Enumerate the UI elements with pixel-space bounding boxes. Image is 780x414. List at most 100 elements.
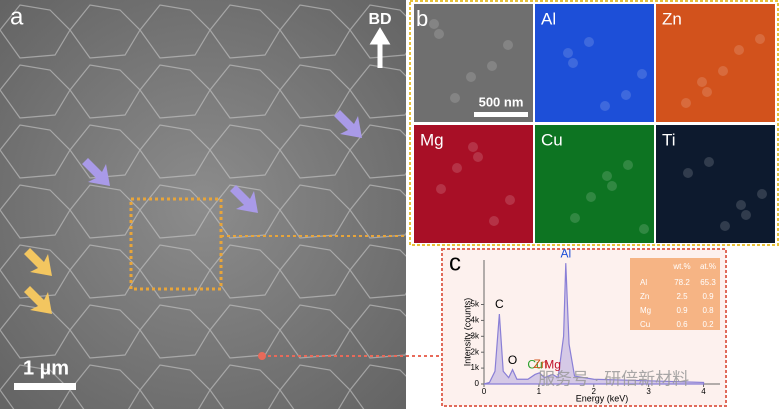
map-spot bbox=[450, 93, 460, 103]
scale-bar-label: 1 µm bbox=[23, 357, 69, 379]
direction-label: BD bbox=[368, 11, 391, 28]
map-spot bbox=[718, 66, 728, 76]
table-header: wt.% bbox=[672, 262, 690, 271]
x-tick-label: 2 bbox=[592, 387, 597, 396]
map-spot bbox=[503, 40, 513, 50]
map-label: Ti bbox=[662, 130, 676, 149]
element-map bbox=[414, 4, 533, 122]
map-spot bbox=[720, 221, 730, 231]
x-tick-label: 4 bbox=[701, 387, 706, 396]
panel-c: c 0 1k 2k 3k 4k 5k 0 1 2 3 4 Energy (keV) Intensity (… bbox=[441, 246, 727, 407]
map-spot bbox=[602, 171, 612, 181]
map-spot bbox=[489, 216, 499, 226]
x-tick-label: 3 bbox=[646, 387, 651, 396]
map-spot bbox=[429, 19, 439, 29]
panel-label: a bbox=[10, 3, 24, 30]
map-spot bbox=[505, 195, 515, 205]
map-spot bbox=[623, 160, 633, 170]
element-map bbox=[656, 4, 775, 122]
map-spot bbox=[704, 157, 714, 167]
table-cell: Mg bbox=[640, 306, 651, 315]
map-spot bbox=[434, 29, 444, 39]
map-spot bbox=[468, 142, 478, 152]
y-tick-label: 0 bbox=[475, 379, 480, 388]
map-spot bbox=[734, 45, 744, 55]
map-spot bbox=[568, 58, 578, 68]
x-tick-label: 0 bbox=[482, 387, 487, 396]
table-header: at.% bbox=[700, 262, 716, 271]
zoom-box bbox=[129, 197, 223, 291]
table-cell: 78.2 bbox=[674, 278, 690, 287]
peak-label: Zn bbox=[534, 357, 548, 371]
element-map bbox=[535, 4, 654, 122]
x-tick-label: 1 bbox=[537, 387, 542, 396]
map-spot bbox=[681, 98, 691, 108]
y-axis-label: Intensity (counts) bbox=[462, 298, 472, 367]
panel-a: a BD 1 µm bbox=[0, 0, 442, 409]
table-cell: 0.6 bbox=[676, 320, 688, 329]
peak-label: Al bbox=[560, 246, 571, 260]
grain-boundaries bbox=[0, 0, 406, 409]
table-cell: 0.9 bbox=[702, 292, 714, 301]
table-bg bbox=[630, 258, 720, 330]
arrows bbox=[82, 110, 362, 213]
map-spot bbox=[702, 87, 712, 97]
y-tick-label: 3k bbox=[471, 331, 480, 340]
map-spot bbox=[736, 200, 746, 210]
element-map bbox=[414, 125, 533, 243]
table-cell: 0.9 bbox=[676, 306, 688, 315]
map-spot bbox=[697, 77, 707, 87]
x-axis-label: Energy (keV) bbox=[576, 393, 629, 403]
direction-arrow bbox=[369, 27, 391, 68]
y-tick-label: 2k bbox=[471, 347, 480, 356]
y-tick-label: 5k bbox=[471, 300, 480, 309]
map-spot bbox=[436, 184, 446, 194]
element-map bbox=[656, 125, 775, 243]
watermark: 服务号 · 研倍新材料 bbox=[538, 369, 689, 388]
map-label: Cu bbox=[541, 130, 563, 149]
map-spot bbox=[586, 192, 596, 202]
map-spot bbox=[487, 61, 497, 71]
peak-label: Mg bbox=[544, 358, 561, 372]
table-cell: Zn bbox=[640, 292, 649, 301]
map-spot bbox=[600, 101, 610, 111]
table-cell: Al bbox=[640, 278, 647, 287]
map-label: Mg bbox=[420, 130, 444, 149]
map-spot bbox=[452, 163, 462, 173]
map-spot bbox=[683, 168, 693, 178]
map-spot bbox=[639, 224, 649, 234]
table-cell: 0.2 bbox=[702, 320, 714, 329]
spectrum bbox=[483, 263, 705, 385]
map-spot bbox=[563, 48, 573, 58]
table-cell: 2.5 bbox=[676, 292, 688, 301]
map-spot bbox=[466, 72, 476, 82]
arrows bbox=[24, 248, 52, 314]
map-spot bbox=[607, 181, 617, 191]
peak-label: Cu bbox=[527, 358, 542, 372]
map-spot bbox=[621, 90, 631, 100]
scale-bar-label: 500 nm bbox=[479, 94, 524, 109]
peak-label: O bbox=[508, 353, 517, 367]
scale-bar bbox=[14, 383, 76, 390]
y-tick-label: 1k bbox=[471, 363, 480, 372]
table-cell: 65.3 bbox=[700, 278, 716, 287]
peak-label: C bbox=[495, 297, 504, 311]
panel-label: b bbox=[416, 6, 428, 31]
map-spot bbox=[757, 189, 767, 199]
y-tick-label: 4k bbox=[471, 316, 480, 325]
table-cell: 0.8 bbox=[702, 306, 714, 315]
scale-bar bbox=[474, 112, 528, 117]
element-map bbox=[535, 125, 654, 243]
map-spot bbox=[637, 69, 647, 79]
map-spot bbox=[473, 152, 483, 162]
panel-b: bAlZnMgCuTib500 nm bbox=[409, 0, 779, 246]
map-spot bbox=[570, 213, 580, 223]
map-label: Zn bbox=[662, 9, 682, 28]
map-spot bbox=[755, 34, 765, 44]
map-spot bbox=[741, 210, 751, 220]
table-cell: Cu bbox=[640, 320, 650, 329]
panel-label: c bbox=[449, 249, 461, 276]
map-spot bbox=[584, 37, 594, 47]
map-label: Al bbox=[541, 9, 556, 28]
